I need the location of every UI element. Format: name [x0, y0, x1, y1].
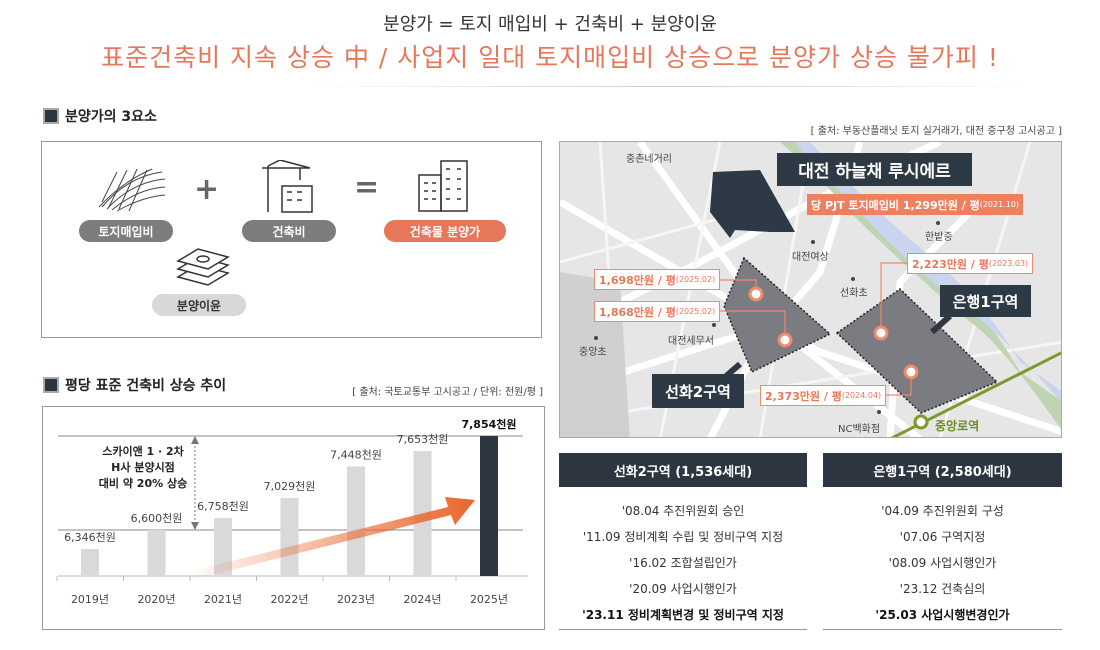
- equals-sign: =: [354, 170, 380, 205]
- price-date: (2023.03): [988, 259, 1029, 268]
- chart-box: 6,346천원 2019년 6,600천원 2020년 6,758천원 2021년 7,02…: [42, 406, 545, 630]
- district-b-list: '04.09 추진위원회 구성 '07.06 구역지정 '08.09 사업시행인…: [823, 500, 1062, 630]
- list-item: '23.12 건축심의: [899, 582, 986, 596]
- section-square-icon: [43, 108, 59, 124]
- x-tick-label: 2023년: [337, 593, 375, 606]
- price-date: (2025.02): [675, 275, 716, 284]
- price-value: 1,698만원 / 평: [599, 273, 676, 287]
- data-label: 7,854천원: [461, 417, 516, 431]
- place-label: 대전세무서: [668, 336, 714, 347]
- location-map: 중촌네거리 한밭중 대전여상 선화초 대전세무서 중앙초 NC백화점 중앙로역 …: [559, 141, 1062, 438]
- price-date: (2024.04): [841, 391, 882, 400]
- crane-building-icon: [262, 160, 313, 213]
- data-label: 7,653천원: [397, 432, 449, 446]
- list-item: '11.09 정비계획 수립 및 정비구역 지정: [582, 530, 784, 544]
- building-icon: [418, 160, 468, 212]
- section-label: 평당 표준 건축비 상승 추이: [65, 378, 227, 394]
- x-tick-label: 2025년: [470, 593, 508, 606]
- price-tag: 1,868만원 / 평 (2025.02): [594, 301, 721, 322]
- price-value: 2,223만원 / 평: [912, 257, 989, 271]
- bar: [214, 518, 232, 576]
- formula: 분양가 = 토지 매입비 + 건축비 + 분양이윤: [383, 14, 717, 35]
- data-label: 6,346천원: [64, 530, 116, 544]
- district-b-header: 은행1구역 (2,580세대): [823, 453, 1062, 487]
- project-price-value: 당 PJT 토지매입비 1,299만원 / 평: [811, 198, 980, 212]
- list-item: '08.04 추진위원회 승인: [621, 504, 745, 518]
- price-tag: 2,223만원 / 평 (2023.03): [907, 253, 1034, 274]
- bar: [280, 497, 299, 576]
- bar: [81, 549, 99, 576]
- place-label: 대전여상: [792, 252, 829, 263]
- land-icon: [98, 168, 166, 212]
- place-label: 한밭중: [925, 232, 953, 243]
- place-label: NC백화점: [838, 424, 881, 435]
- project-price-date: (2021.10): [979, 200, 1020, 209]
- chart-source: [ 출처: 국토교통부 고시공고 / 단위: 천원/평 ]: [352, 387, 543, 398]
- list-item: '25.03 사업시행변경인가: [875, 608, 1010, 622]
- headline: 표준건축비 지속 상승 中 / 사업지 일대 토지매입비 상승으로 분양가 상승…: [101, 43, 999, 72]
- place-label: 선화초: [840, 288, 868, 299]
- land-label: 토지매입비: [79, 220, 173, 242]
- project-price: 당 PJT 토지매입비 1,299만원 / 평 (2021.10): [807, 194, 1024, 215]
- zone-a-label: 선화2구역: [652, 374, 744, 408]
- data-label: 7,029천원: [264, 479, 316, 493]
- bar: [147, 529, 166, 576]
- project-title: 대전 하늘채 루시에르: [777, 153, 972, 186]
- price-tag: 2,373만원 / 평 (2024.04): [760, 385, 887, 406]
- x-tick-label: 2024년: [403, 593, 441, 606]
- divider: [823, 629, 1062, 630]
- section-label: 분양가의 3요소: [65, 109, 157, 125]
- price-tag: 1,698만원 / 평 (2025.02): [594, 269, 721, 290]
- zone-b-label: 은행1구역: [940, 285, 1031, 317]
- station-label: 중앙로역: [935, 419, 980, 433]
- data-label: 7,448천원: [330, 447, 382, 461]
- data-label: 6,758천원: [197, 499, 249, 513]
- list-item: '08.09 사업시행인가: [888, 556, 997, 570]
- bar-chart: 6,346천원 2019년 6,600천원 2020년 6,758천원 2021년 7,02…: [56, 417, 528, 606]
- annotation-line: H사 분양시점: [111, 460, 175, 474]
- elements-box: 토지매입비 + 건축비 = 건축물 분양가 분양이윤: [41, 141, 542, 338]
- annotation-line: 스카이앤 1 · 2차: [102, 444, 184, 458]
- list-item: '23.11 정비계획변경 및 정비구역 지정: [582, 608, 784, 622]
- profit-label: 분양이윤: [152, 294, 246, 316]
- district-a-list: '08.04 추진위원회 승인 '11.09 정비계획 수립 및 정비구역 지정…: [559, 500, 807, 630]
- plus-sign: +: [194, 172, 220, 207]
- list-item: '04.09 추진위원회 구성: [881, 504, 1004, 518]
- construction-label: 건축비: [242, 220, 336, 242]
- x-tick-label: 2021년: [204, 593, 242, 606]
- price-value: 1,868만원 / 평: [599, 305, 676, 319]
- list-item: '07.06 구역지정: [899, 530, 986, 544]
- data-label: 6,600천원: [131, 511, 183, 525]
- place-label: 중촌네거리: [626, 154, 672, 165]
- bar: [347, 466, 365, 576]
- price-date: (2025.02): [675, 307, 716, 316]
- section-elements-title: 분양가의 3요소: [43, 106, 157, 126]
- price-value: 2,373만원 / 평: [765, 389, 842, 403]
- result-label: 건축물 분양가: [384, 220, 506, 242]
- district-a-header: 선화2구역 (1,536세대): [559, 453, 807, 487]
- section-chart-title: 평당 표준 건축비 상승 추이: [43, 375, 226, 395]
- trend-arrow: [188, 497, 475, 580]
- bar: [480, 436, 498, 576]
- list-item: '16.02 조합설립인가: [629, 556, 737, 570]
- section-square-icon: [43, 377, 59, 393]
- x-tick-label: 2019년: [71, 593, 109, 606]
- map-source: [ 출처: 부동산플래닛 토지 실거래가, 대전 중구청 고시공고 ]: [810, 126, 1062, 137]
- divider: [559, 629, 807, 630]
- x-tick-label: 2020년: [137, 593, 175, 606]
- list-item: '20.09 사업시행인가: [629, 582, 737, 596]
- place-label: 중앙초: [579, 347, 607, 358]
- annotation-line: 대비 약 20% 상승: [99, 476, 187, 490]
- money-stack-icon: [176, 248, 230, 286]
- divider: [300, 86, 1040, 87]
- x-tick-label: 2022년: [270, 593, 308, 606]
